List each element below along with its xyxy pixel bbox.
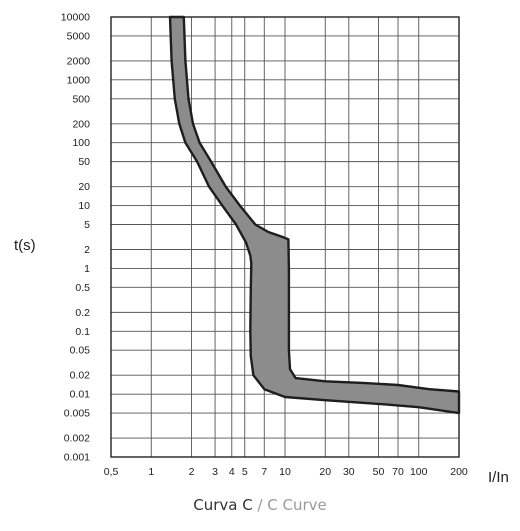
y-tick-label: 10 (78, 200, 90, 212)
x-tick-label: 30 (343, 466, 355, 478)
caption-separator: / (252, 496, 268, 514)
y-tick-label: 10000 (61, 12, 90, 24)
y-tick-label: 2000 (67, 55, 91, 67)
x-axis-label: I/In (488, 469, 509, 486)
plot-frame (110, 16, 460, 458)
y-tick-label: 50 (78, 156, 90, 168)
x-tick-label: 5 (242, 466, 248, 478)
y-tick-label: 1 (84, 263, 90, 275)
x-tick-label: 4 (229, 466, 235, 478)
x-tick-label: 100 (410, 466, 428, 478)
x-tick-label: 1 (148, 466, 154, 478)
y-tick-label: 0.01 (70, 389, 91, 401)
x-tick-label: 70 (392, 466, 404, 478)
x-tick-label: 2 (189, 466, 195, 478)
y-tick-label: 0.5 (75, 282, 90, 294)
y-tick-label: 100 (72, 137, 90, 149)
x-tick-label: 50 (373, 466, 385, 478)
y-tick-label: 0.02 (70, 370, 91, 382)
x-tick-label: 7 (261, 466, 267, 478)
trip-curve-chart: 10000 5000 2000 1000 500 200 100 50 20 10 5 2 1 0.5 0.… (14, 12, 509, 487)
y-tick-label: 1000 (67, 74, 91, 86)
x-tick-label: 10 (279, 466, 291, 478)
x-tick-labels: 0,5 1 2 3 4 5 7 10 20 30 50 70 100 200 (104, 466, 468, 478)
y-tick-label: 200 (72, 118, 90, 130)
y-tick-label: 2 (84, 244, 90, 256)
x-tick-label: 20 (319, 466, 331, 478)
y-tick-label: 0.002 (64, 433, 90, 445)
y-tick-label: 0.005 (64, 408, 90, 420)
x-tick-label: 0,5 (104, 466, 119, 478)
x-tick-label: 3 (212, 466, 218, 478)
y-axis-label: t(s) (14, 237, 36, 254)
y-tick-labels: 10000 5000 2000 1000 500 200 100 50 20 10 5 2 1 0.5 0.… (61, 12, 90, 464)
y-tick-label: 5 (84, 219, 90, 231)
y-tick-label: 0.05 (70, 345, 91, 357)
x-tick-label: 200 (450, 466, 468, 478)
caption-english: C Curve (267, 496, 327, 514)
y-tick-label: 5000 (67, 30, 91, 42)
y-tick-label: 500 (72, 93, 90, 105)
caption-spanish: Curva C (193, 496, 253, 514)
y-tick-label: 20 (78, 181, 90, 193)
y-tick-label: 0.001 (64, 452, 90, 464)
chart-caption: Curva C / C Curve (0, 496, 520, 514)
y-tick-label: 0.2 (75, 307, 90, 319)
y-tick-label: 0.1 (75, 326, 90, 338)
